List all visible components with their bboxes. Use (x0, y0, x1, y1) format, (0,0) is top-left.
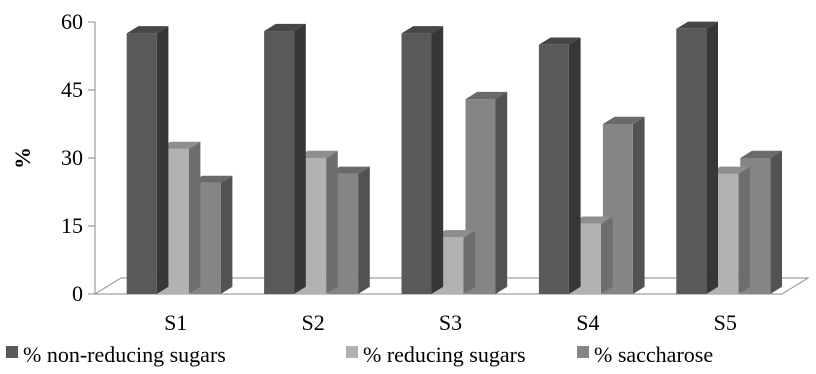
bar-side (600, 216, 613, 294)
bar-side (770, 150, 782, 294)
bar-top (570, 216, 613, 224)
bar-top (740, 150, 782, 158)
legend-swatch (346, 346, 358, 358)
bar-top (158, 141, 201, 149)
legend-swatch (577, 346, 589, 358)
bar-top (676, 21, 718, 29)
bar-side (738, 166, 750, 294)
bar-S3-1 (401, 26, 444, 295)
bar-side (326, 150, 338, 294)
bar-side (358, 166, 370, 294)
bar-S5-1 (676, 21, 718, 295)
bar-top (264, 23, 306, 32)
bar-S3-3 (465, 91, 508, 294)
bar-side (220, 175, 233, 294)
x-category-label: S2 (301, 310, 324, 335)
bar-side (495, 91, 508, 294)
legend-label: % reducing sugars (363, 342, 526, 367)
y-axis-title: % (10, 147, 35, 169)
y-tick-label: 60 (61, 9, 83, 34)
x-category-label: S5 (714, 310, 737, 335)
bar-front (676, 28, 707, 295)
bar-S1-1 (126, 26, 169, 295)
legend: % non-reducing sugars % reducing sugars % … (6, 342, 713, 367)
y-axis: 0 15 30 45 60 (61, 9, 96, 306)
bar-top (401, 26, 444, 34)
bar-S4-1 (538, 37, 581, 294)
y-tick-label: 15 (61, 213, 83, 238)
bar-S2-1 (264, 23, 306, 295)
bar-top (708, 166, 750, 174)
legend-label: % non-reducing sugars (23, 342, 226, 367)
bar-top (296, 150, 338, 158)
bar-top (538, 37, 581, 45)
bar-side (632, 116, 645, 294)
bar-S5-2 (708, 166, 750, 294)
x-category-label: S4 (576, 310, 599, 335)
x-category-label: S3 (439, 310, 462, 335)
bar-side (188, 141, 201, 294)
bar-front (538, 44, 569, 294)
bar-S4-3 (602, 116, 645, 294)
bar-front (126, 33, 157, 294)
bar-top (602, 116, 645, 124)
x-category-label: S1 (164, 310, 187, 335)
legend-label: % saccharose (594, 342, 713, 367)
bar-top (190, 175, 233, 183)
bar-side (294, 23, 306, 294)
bar-front (401, 33, 432, 294)
legend-swatch (6, 346, 18, 358)
x-axis-labels: S1 S2 S3 S4 S5 (164, 310, 737, 335)
bar-side (463, 230, 476, 294)
bar-side (568, 37, 581, 294)
bar-side (156, 26, 169, 295)
bar-top (433, 230, 476, 238)
bar-side (431, 26, 444, 295)
bar-top (126, 26, 169, 34)
bar-front (264, 31, 295, 295)
y-tick-label: 30 (61, 145, 83, 170)
bar-top (465, 91, 508, 100)
y-tick-label: 0 (72, 281, 83, 306)
bars-group (126, 21, 782, 295)
bar-top (328, 166, 370, 174)
y-tick-label: 45 (61, 77, 83, 102)
bar-side (706, 21, 718, 294)
